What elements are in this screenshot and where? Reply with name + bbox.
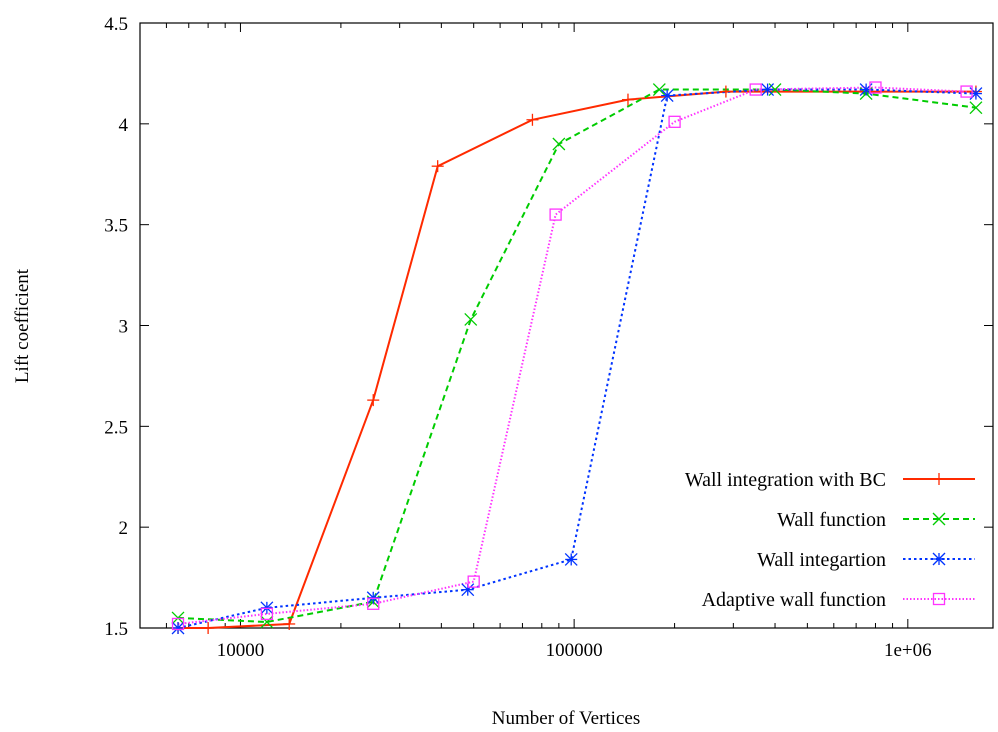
data-point-3-6	[660, 89, 674, 103]
data-point-2-5	[552, 137, 566, 151]
data-point-3-7	[761, 83, 775, 97]
legend-marker-3	[932, 552, 946, 566]
y-tick-label: 2.5	[104, 417, 128, 438]
legend-label-2: Wall function	[777, 509, 886, 531]
data-point-4-7	[749, 83, 762, 96]
legend-marker-4	[932, 592, 946, 606]
legend-label-4: Adaptive wall function	[702, 589, 886, 611]
data-point-3-1	[171, 621, 185, 635]
x-tick-label: 100000	[546, 640, 603, 661]
data-point-4-8	[869, 81, 882, 94]
y-tick-label: 4	[119, 115, 129, 136]
data-point-4-5	[549, 208, 562, 221]
data-point-2-6	[652, 83, 666, 97]
data-point-1-4	[367, 394, 380, 407]
x-axis-label: Number of Vertices	[492, 708, 640, 729]
x-tick-label: 1e+06	[884, 640, 932, 661]
data-point-4-3	[367, 597, 380, 610]
y-tick-label: 2	[119, 518, 129, 539]
data-point-1-6	[526, 113, 539, 126]
plot-frame	[139, 22, 994, 629]
data-point-3-5	[564, 552, 578, 566]
series-markers	[171, 81, 983, 635]
data-point-4-4	[467, 575, 480, 588]
y-axis-label: Lift coefficient	[12, 268, 33, 383]
axis-ticks	[139, 22, 993, 629]
data-point-2-9	[969, 101, 983, 115]
series-line-3	[177, 88, 976, 629]
series-line-1	[178, 90, 976, 629]
series-line-2	[177, 88, 977, 624]
data-point-4-6	[668, 115, 681, 128]
legend-label-3: Wall integartion	[757, 549, 886, 571]
legend-label-1: Wall integration with BC	[685, 469, 886, 491]
data-point-1-8	[719, 85, 732, 98]
data-point-4-9	[960, 85, 973, 98]
data-point-4-1	[171, 617, 185, 631]
y-tick-label: 3.5	[104, 216, 128, 237]
y-tick-label: 4.5	[104, 14, 128, 35]
data-point-2-2	[260, 615, 274, 629]
data-point-1-7	[621, 93, 634, 106]
legend-marker-2	[932, 512, 946, 526]
legend-marker-1	[933, 473, 945, 485]
data-point-1-5	[431, 160, 444, 173]
series-line-4	[177, 86, 967, 625]
data-point-2-4	[464, 312, 478, 326]
legend: Wall integration with BC Wall function Wal…	[685, 469, 975, 611]
series-lines	[177, 86, 977, 629]
data-point-1-2	[202, 622, 215, 634]
data-point-1-3	[283, 617, 296, 630]
x-tick-label: 10000	[217, 640, 265, 661]
y-tick-label: 3	[119, 317, 129, 338]
data-point-4-2	[260, 607, 274, 621]
y-tick-label: 1.5	[104, 619, 128, 640]
axis-tick-labels: 1.5 2 2.5 3 3.5 4 4.5 10000 100000 1e+06	[104, 14, 931, 661]
